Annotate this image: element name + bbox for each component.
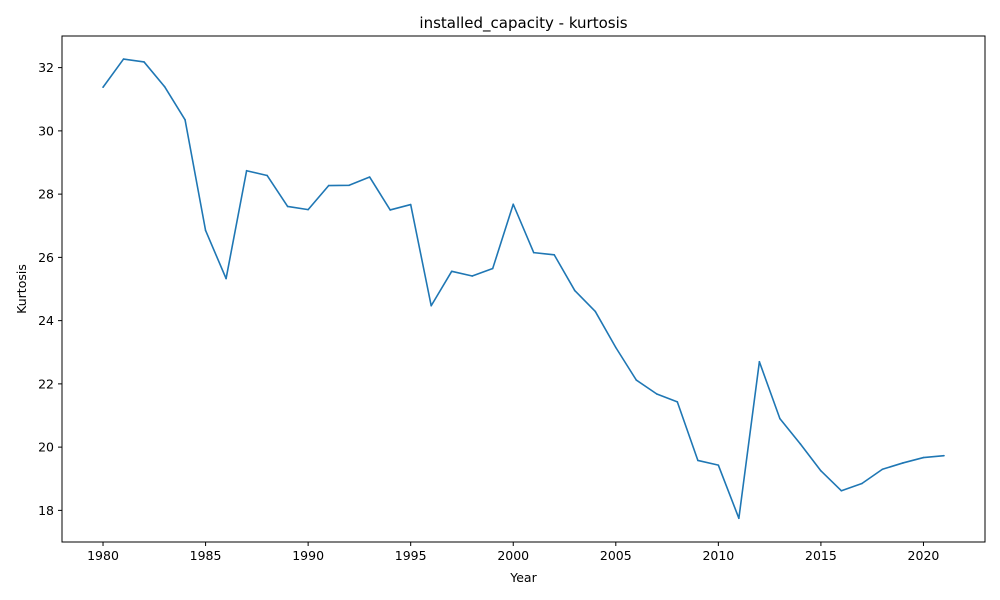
x-tick-label: 1985 xyxy=(190,548,222,563)
x-tick-label: 2015 xyxy=(805,548,837,563)
y-axis-ticks: 18 20 22 24 26 28 30 32 xyxy=(38,60,62,518)
data-point xyxy=(779,417,781,420)
data-point xyxy=(922,456,925,459)
data-point xyxy=(512,203,515,206)
data-point xyxy=(532,251,535,254)
data-point xyxy=(122,58,125,60)
data-point xyxy=(245,169,248,172)
x-tick-label: 2010 xyxy=(702,548,734,563)
kurtosis-series-line xyxy=(102,58,945,520)
data-point xyxy=(656,393,658,395)
data-point xyxy=(184,119,186,121)
y-tick-label: 32 xyxy=(38,60,54,75)
data-point xyxy=(840,489,843,492)
y-tick-label: 26 xyxy=(38,250,54,265)
data-point xyxy=(348,184,350,187)
data-point xyxy=(738,517,740,520)
data-point xyxy=(102,86,104,89)
data-point xyxy=(225,277,227,280)
y-axis-label: Kurtosis xyxy=(14,264,29,314)
data-point xyxy=(389,209,391,211)
data-point xyxy=(491,267,494,270)
data-point xyxy=(676,401,679,403)
data-point xyxy=(163,85,166,88)
data-point xyxy=(635,379,638,381)
x-tick-label: 1980 xyxy=(87,548,119,563)
data-point xyxy=(471,275,474,277)
data-point xyxy=(430,304,433,307)
data-point xyxy=(697,459,699,462)
y-tick-label: 22 xyxy=(38,376,54,391)
x-tick-label: 1995 xyxy=(395,548,427,563)
data-point xyxy=(307,208,309,211)
data-point xyxy=(143,61,145,63)
data-point xyxy=(286,205,289,208)
y-tick-label: 20 xyxy=(38,440,54,455)
data-point xyxy=(573,289,576,292)
data-point xyxy=(861,482,863,485)
data-point xyxy=(820,470,822,472)
data-point xyxy=(881,468,884,471)
data-point xyxy=(204,229,207,232)
data-point xyxy=(799,443,802,445)
data-point xyxy=(758,360,761,363)
x-tick-label: 2005 xyxy=(600,548,632,563)
data-point xyxy=(327,184,330,187)
y-tick-label: 24 xyxy=(38,313,54,328)
data-point xyxy=(409,203,412,206)
x-tick-label: 2000 xyxy=(497,548,529,563)
y-tick-label: 28 xyxy=(38,187,54,202)
kurtosis-series-points xyxy=(102,58,945,520)
x-axis-label: Year xyxy=(509,570,537,585)
data-point xyxy=(943,454,945,457)
y-tick-label: 18 xyxy=(38,503,54,518)
data-point xyxy=(266,174,268,177)
data-point xyxy=(594,310,597,313)
chart-title: installed_capacity - kurtosis xyxy=(419,14,627,33)
x-tick-label: 1990 xyxy=(292,548,324,563)
data-point xyxy=(902,462,904,464)
plot-background xyxy=(62,36,985,542)
data-point xyxy=(368,176,371,178)
data-point xyxy=(450,270,453,273)
data-point xyxy=(553,254,556,256)
plot-frame xyxy=(61,35,986,543)
x-tick-label: 2020 xyxy=(908,548,940,563)
data-point xyxy=(717,464,720,466)
y-tick-label: 30 xyxy=(38,123,54,138)
data-point xyxy=(615,346,617,349)
x-axis-ticks: 1980 1985 1990 1995 2000 2005 2010 2015 2020 xyxy=(87,542,939,563)
